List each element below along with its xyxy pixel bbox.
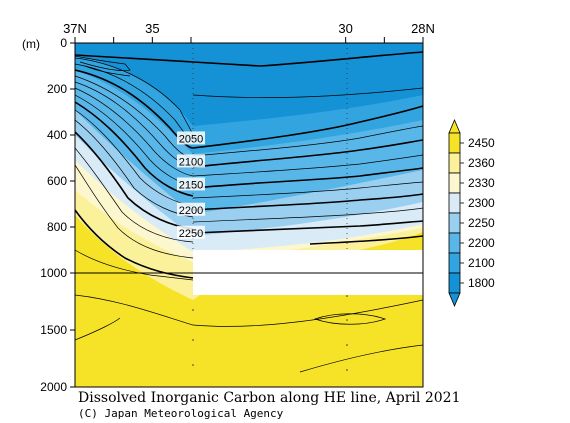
plot-frame xyxy=(74,42,424,388)
contour-label-bg xyxy=(177,131,205,145)
contour-label: 2250 xyxy=(179,228,203,240)
colorbar-segment xyxy=(448,232,461,254)
x-axis: 37N 35 30 28N xyxy=(63,21,435,43)
colorbar-bottom-arrow xyxy=(448,292,461,308)
colorbar-label: 2300 xyxy=(468,196,495,210)
colorbar-label: 1800 xyxy=(468,276,495,290)
colorbar-segment xyxy=(448,132,461,154)
x-tick-label: 28N xyxy=(411,21,435,36)
colorbar-label: 2200 xyxy=(468,236,495,250)
colorbar-segment xyxy=(448,212,461,234)
band-1800 xyxy=(75,43,423,126)
y-tick-label: 2000 xyxy=(40,380,67,394)
colorbar-label: 2450 xyxy=(468,136,495,150)
colorbar-segment xyxy=(448,152,461,174)
plot-area xyxy=(75,43,423,387)
contour-label: 2150 xyxy=(179,179,203,191)
colorbar-label: 2250 xyxy=(468,216,495,230)
contour-lines xyxy=(75,51,423,373)
contour-label-bg xyxy=(177,154,205,168)
contour-label-bg xyxy=(177,225,205,239)
y-tick-label: 1500 xyxy=(40,323,67,337)
y-tick-label: 400 xyxy=(47,128,67,142)
y-tick-label: 600 xyxy=(47,174,67,188)
y-tick-label: 800 xyxy=(47,220,67,234)
colorbar-segment xyxy=(448,172,461,194)
colorbar-top-arrow xyxy=(448,118,461,134)
chart-credit: (C) Japan Meteorological Agency xyxy=(78,407,284,420)
y-axis-unit: (m) xyxy=(22,37,40,51)
contour-label: 2200 xyxy=(179,205,203,217)
x-tick-label: 30 xyxy=(338,21,352,36)
y-tick-label: 0 xyxy=(60,36,67,50)
contour-label: 2050 xyxy=(179,133,203,145)
contour-label: 2100 xyxy=(179,156,203,168)
colorbar-label: 2100 xyxy=(468,256,495,270)
x-tick-label: 35 xyxy=(145,21,159,36)
colorbar-label: 2330 xyxy=(468,176,495,190)
colorbar-segment xyxy=(448,272,461,294)
contour-label-bg xyxy=(177,177,205,191)
y-tick-label: 1000 xyxy=(40,266,67,280)
y-tick-label: 200 xyxy=(47,82,67,96)
chart-title: Dissolved Inorganic Carbon along HE line… xyxy=(78,390,461,406)
x-tick-label: 37N xyxy=(63,21,87,36)
colorbar-label: 2360 xyxy=(468,156,495,170)
colorbar-segment xyxy=(448,192,461,214)
colorbar-segment xyxy=(448,252,461,274)
y-axis: 0 200 400 600 800 1000 1500 2000 xyxy=(40,36,75,394)
station-dots xyxy=(192,295,348,371)
contour-labels: 2050 2100 2150 2200 2250 xyxy=(177,131,205,240)
contour-label-bg xyxy=(177,202,205,216)
colorbar: 2450 2360 2330 2300 2250 2200 2100 1800 xyxy=(448,118,495,308)
